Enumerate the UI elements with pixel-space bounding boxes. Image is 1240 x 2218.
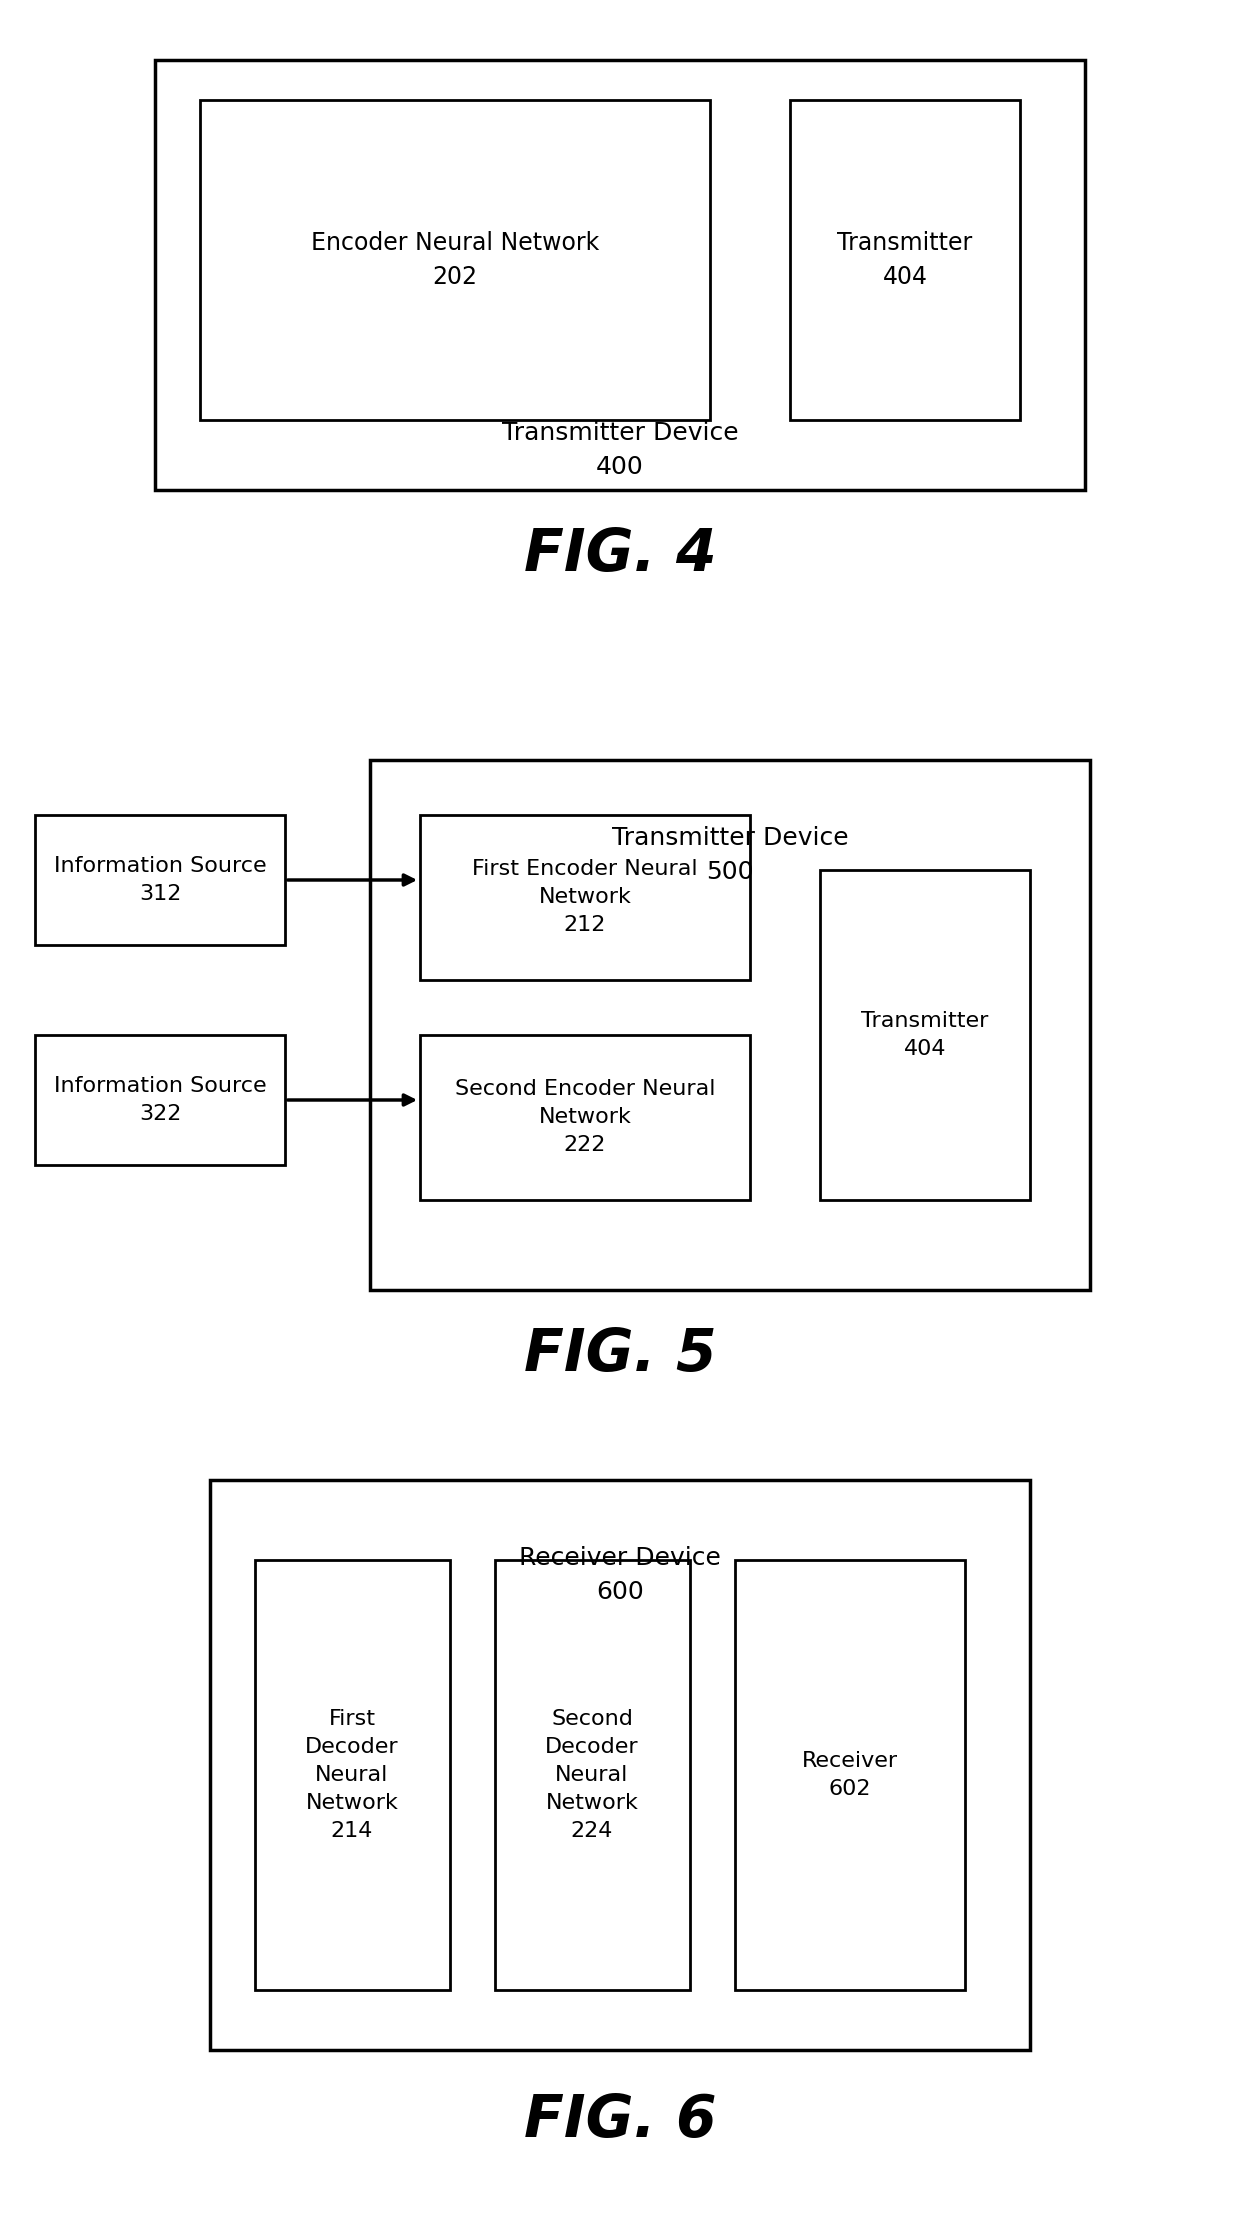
Text: Receiver Device
600: Receiver Device 600	[520, 1546, 720, 1604]
Text: Transmitter
404: Transmitter 404	[837, 231, 972, 288]
Bar	[35, 814, 285, 945]
Text: FIG. 4: FIG. 4	[523, 526, 717, 583]
Bar	[820, 869, 1030, 1200]
Bar	[420, 814, 750, 980]
Text: Second
Decoder
Neural
Network
224: Second Decoder Neural Network 224	[546, 1710, 639, 1841]
Text: FIG. 6: FIG. 6	[523, 2092, 717, 2149]
Bar	[200, 100, 711, 419]
Bar	[735, 1559, 965, 1990]
Text: Second Encoder Neural
Network
222: Second Encoder Neural Network 222	[455, 1078, 715, 1156]
Bar	[155, 60, 1085, 490]
Text: First Encoder Neural
Network
212: First Encoder Neural Network 212	[472, 858, 698, 936]
Bar	[255, 1559, 450, 1990]
Bar	[370, 761, 1090, 1291]
Text: Transmitter
404: Transmitter 404	[862, 1011, 988, 1058]
Bar	[495, 1559, 689, 1990]
Text: Encoder Neural Network
202: Encoder Neural Network 202	[311, 231, 599, 288]
Text: Transmitter Device
500: Transmitter Device 500	[611, 827, 848, 883]
Text: First
Decoder
Neural
Network
214: First Decoder Neural Network 214	[305, 1710, 399, 1841]
Bar	[420, 1036, 750, 1200]
Text: FIG. 5: FIG. 5	[523, 1326, 717, 1384]
Bar	[210, 1479, 1030, 2049]
Text: Information Source
322: Information Source 322	[53, 1076, 267, 1125]
Text: Receiver
602: Receiver 602	[802, 1750, 898, 1799]
Bar	[790, 100, 1021, 419]
Text: Information Source
312: Information Source 312	[53, 856, 267, 905]
Bar	[35, 1036, 285, 1164]
Text: Transmitter Device
400: Transmitter Device 400	[502, 421, 738, 479]
